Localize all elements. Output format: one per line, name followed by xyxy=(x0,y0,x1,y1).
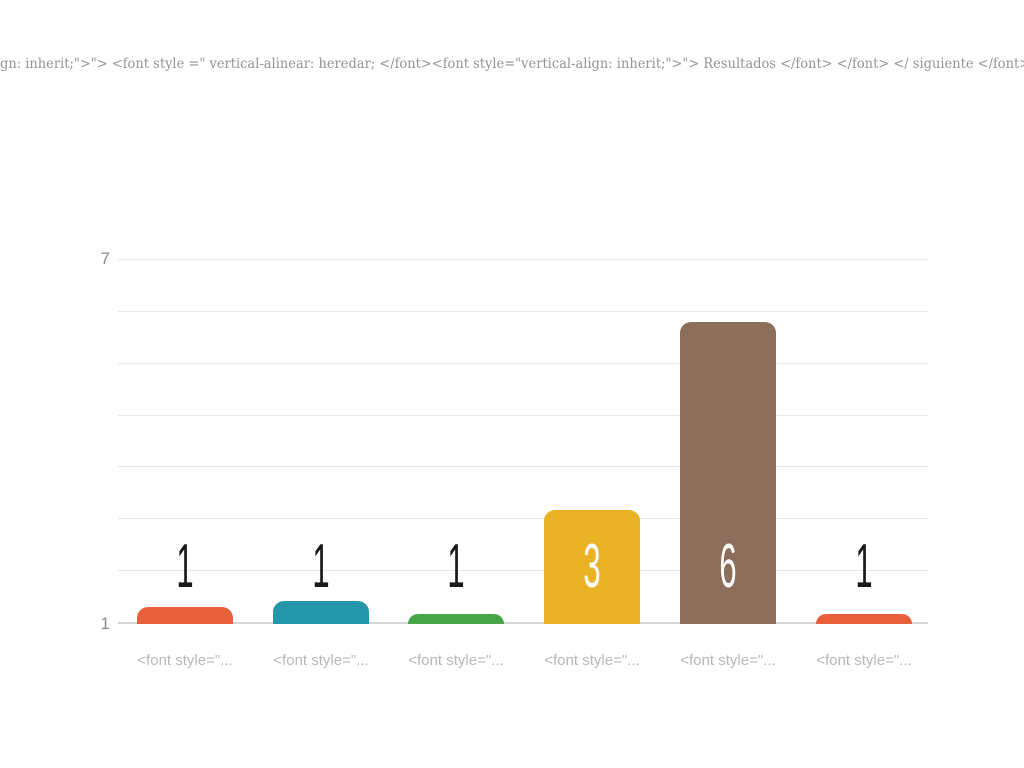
bar-value-label-5: 6 xyxy=(719,532,737,601)
bar-value-label-6: 1 xyxy=(855,532,873,601)
bar-2 xyxy=(273,601,369,624)
gridline xyxy=(118,311,928,312)
bar-value-label-4: 3 xyxy=(583,532,601,601)
x-axis-label-6: <font style="... xyxy=(816,652,912,669)
x-axis-label-5: <font style="... xyxy=(680,652,776,669)
x-axis-label-2: <font style="... xyxy=(273,652,369,669)
bar-4 xyxy=(544,510,640,624)
page-title: gn: inherit;">"> <font style =" vertical… xyxy=(0,54,1024,74)
bar-6 xyxy=(816,614,912,624)
gridline xyxy=(118,570,928,571)
x-axis-label-3: <font style="... xyxy=(408,652,504,669)
gridline xyxy=(118,518,928,519)
gridline xyxy=(118,363,928,364)
x-axis-label-1: <font style="... xyxy=(137,652,233,669)
bar-value-label-1: 1 xyxy=(176,532,194,601)
page-title-text: gn: inherit;">"> <font style =" vertical… xyxy=(0,56,1024,72)
x-axis-label-4: <font style="... xyxy=(544,652,640,669)
bar-value-label-3: 1 xyxy=(447,532,465,601)
y-axis-tick-7: 7 xyxy=(100,249,110,268)
x-axis-line xyxy=(118,622,928,624)
gridline xyxy=(118,259,928,260)
gridline xyxy=(118,415,928,416)
bar-5 xyxy=(680,322,776,624)
bar-value-label-2: 1 xyxy=(312,532,330,601)
bar-1 xyxy=(137,607,233,624)
gridline xyxy=(118,466,928,467)
y-axis-tick-1: 1 xyxy=(100,614,110,633)
bar-3 xyxy=(408,614,504,624)
